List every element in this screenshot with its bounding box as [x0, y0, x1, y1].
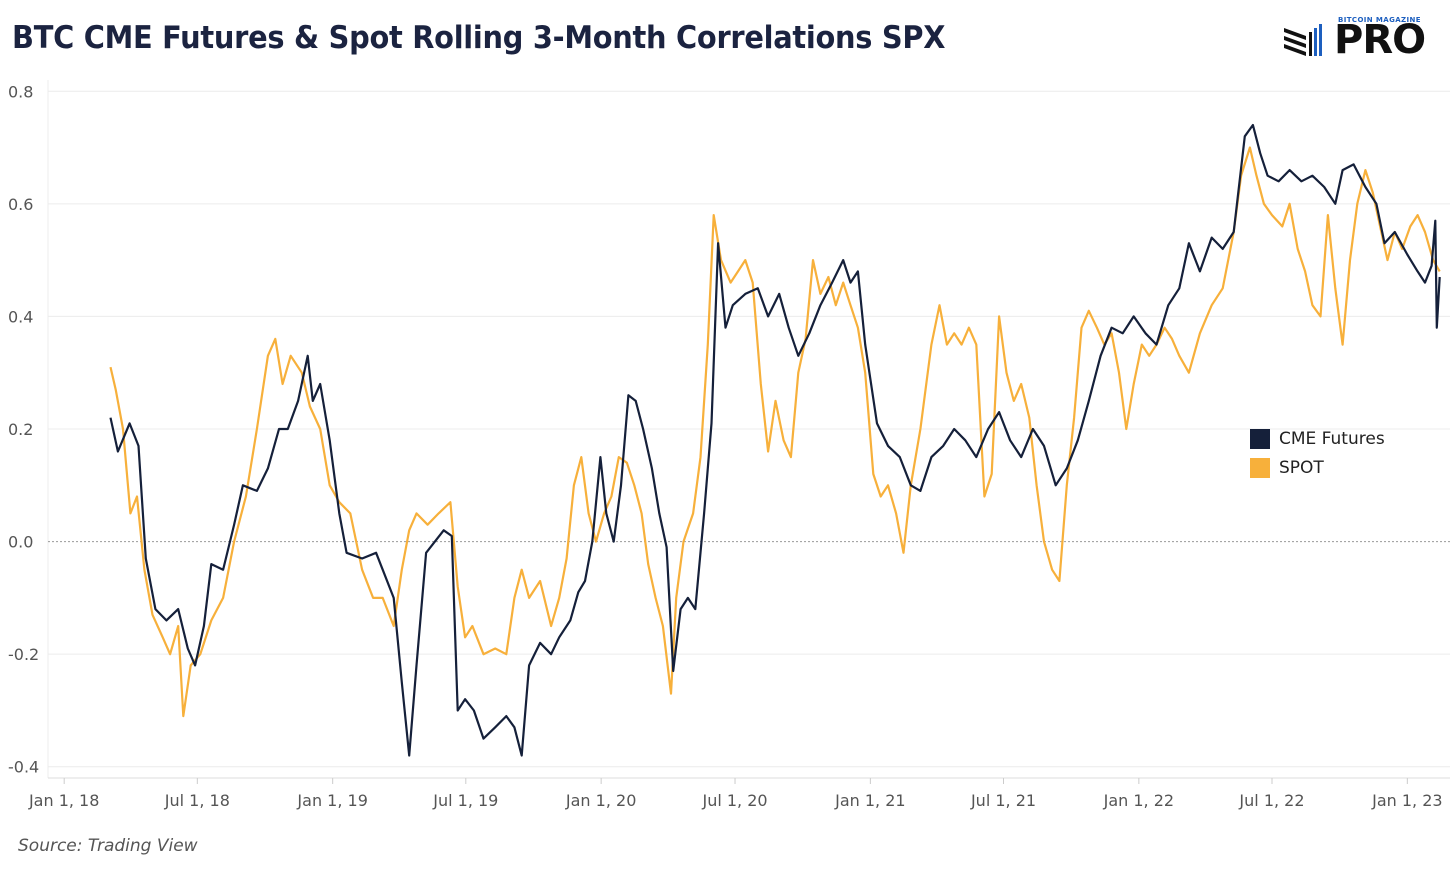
series-line-cme — [109, 123, 1441, 757]
legend-swatch-cme — [1250, 428, 1270, 449]
x-tick-label: Jan 1, 23 — [1371, 791, 1442, 810]
y-tick-label: -0.4 — [8, 758, 39, 777]
series-line-spot — [109, 146, 1441, 718]
source-note: Source: Trading View — [18, 836, 198, 856]
x-tick-label: Jul 1, 19 — [432, 791, 498, 810]
chart-legend: CME Futures SPOT — [1250, 424, 1385, 482]
x-tick-label: Jan 1, 18 — [28, 791, 99, 810]
x-tick-label: Jul 1, 22 — [1238, 791, 1304, 810]
x-tick-label: Jan 1, 21 — [834, 791, 905, 810]
legend-label-spot: SPOT — [1279, 457, 1324, 478]
x-tick-label: Jul 1, 18 — [164, 791, 230, 810]
logo-text-pro: PRO — [1334, 17, 1426, 63]
legend-item-spot: SPOT — [1250, 453, 1385, 482]
y-tick-label: 0.2 — [8, 420, 33, 439]
y-tick-label: 0.6 — [8, 195, 33, 214]
axis-layer: -0.4 -0.2 0.0 0.2 0.4 0.6 0.8 Jan 1, 18 Jul 1, 1… — [8, 82, 1443, 810]
x-tick-label: Jul 1, 21 — [970, 791, 1036, 810]
series-layer — [109, 123, 1441, 757]
y-tick-label: 0.8 — [8, 82, 33, 101]
y-tick-label: 0.0 — [8, 533, 33, 552]
legend-item-cme: CME Futures — [1250, 424, 1385, 453]
logo-bars-icon — [1284, 24, 1322, 56]
legend-label-cme: CME Futures — [1279, 428, 1385, 449]
grid-layer — [47, 80, 1450, 779]
logo-text-small: BITCOIN MAGAZINE — [1338, 16, 1421, 24]
brand-logo: BITCOIN MAGAZINE PRO — [1282, 14, 1447, 64]
y-tick-label: 0.4 — [8, 307, 33, 326]
chart-title: BTC CME Futures & Spot Rolling 3-Month C… — [12, 20, 946, 56]
x-tick-label: Jan 1, 19 — [296, 791, 367, 810]
x-tick-label: Jan 1, 22 — [1103, 791, 1174, 810]
y-tick-label: -0.2 — [8, 645, 39, 664]
x-tick-label: Jan 1, 20 — [565, 791, 636, 810]
legend-swatch-spot — [1250, 457, 1270, 478]
x-tick-label: Jul 1, 20 — [701, 791, 767, 810]
